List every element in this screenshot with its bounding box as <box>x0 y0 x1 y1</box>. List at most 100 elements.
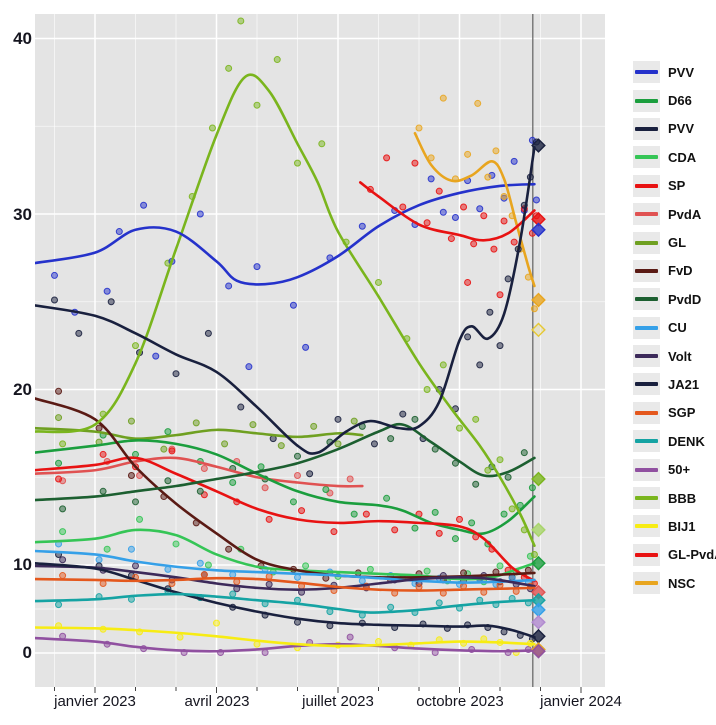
result-d66 <box>531 555 546 571</box>
legend-label: SP <box>668 178 686 194</box>
legend-item-bij1: BIJ1 <box>633 512 716 540</box>
x-tick-jan-2023: janvier 2023 <box>54 693 136 710</box>
legend-swatch <box>633 543 660 566</box>
legend-item-cu: CU <box>633 314 716 342</box>
result-bbb <box>531 471 546 487</box>
line-bij1 <box>35 626 536 648</box>
legend-label: PvdA <box>668 206 702 222</box>
legend-swatch <box>633 174 660 197</box>
result-denk <box>531 592 546 608</box>
legend-swatch <box>633 259 660 282</box>
legend-label: DENK <box>668 433 705 449</box>
x-tick-oct-2023: octobre 2023 <box>416 693 504 710</box>
result-ja21 <box>531 628 546 644</box>
legend-swatch <box>633 430 660 453</box>
legend-swatch <box>633 401 660 424</box>
chart-legend: PVV D66 PVV CDA SP PvdA GL FvD PvdD CU Volt JA21 SGP… <box>633 58 716 597</box>
legend-swatch <box>633 231 660 254</box>
line-50- <box>35 636 536 653</box>
line-pvv-navy- <box>35 146 536 455</box>
legend-label: BIJ1 <box>668 518 696 534</box>
legend-label: JA21 <box>668 376 700 392</box>
legend-swatch <box>633 89 660 112</box>
legend-label: GL-PvdA <box>668 547 716 563</box>
legend-item-ja21: JA21 <box>633 370 716 398</box>
legend-item-bbb: BBB <box>633 484 716 512</box>
line-nsc <box>413 131 536 288</box>
points-bbb <box>59 17 538 558</box>
legend-label: PVV <box>668 121 695 137</box>
legend-label: D66 <box>668 93 692 109</box>
result-nsc <box>531 292 546 308</box>
legend-swatch <box>633 146 660 169</box>
legend-item-sgp: SGP <box>633 399 716 427</box>
legend-item-gl: GL <box>633 228 716 256</box>
legend-item-nsc: NSC <box>633 569 716 597</box>
points-sp <box>55 447 538 587</box>
legend-label: SGP <box>668 405 696 421</box>
result-cu <box>531 602 546 618</box>
election-result-markers <box>531 138 546 659</box>
legend-swatch <box>633 288 660 311</box>
y-tick-10: 10 <box>13 555 32 574</box>
points-d66 <box>55 428 536 548</box>
legend-label: Volt <box>668 348 692 364</box>
line-gl <box>35 426 364 441</box>
line-volt <box>35 564 536 591</box>
legend-swatch <box>633 487 660 510</box>
legend-label: 50+ <box>668 462 691 478</box>
line-denk <box>35 592 536 614</box>
line-sp <box>35 456 536 583</box>
points-nsc <box>415 94 538 313</box>
x-axis-ticks <box>54 687 582 693</box>
legend-label: PvdD <box>668 291 702 307</box>
legend-swatch <box>633 572 660 595</box>
line-pvda <box>35 456 364 488</box>
result-50- <box>531 643 546 659</box>
x-tick-jan-2024: janvier 2024 <box>540 693 622 710</box>
legend-label: CU <box>668 320 687 336</box>
legend-item-denk: DENK <box>633 427 716 455</box>
legend-swatch <box>633 373 660 396</box>
y-tick-40: 40 <box>13 29 32 48</box>
legend-swatch <box>633 203 660 226</box>
legend-item-pvv: PVV <box>633 58 716 86</box>
legend-swatch <box>633 345 660 368</box>
gridlines <box>35 14 605 687</box>
line-gl-pvda <box>358 181 536 242</box>
y-tick-20: 20 <box>13 380 32 399</box>
legend-swatch <box>633 316 660 339</box>
legend-item-50-: 50+ <box>633 455 716 483</box>
legend-item-volt: Volt <box>633 342 716 370</box>
legend-swatch <box>633 458 660 481</box>
result-pvda <box>531 584 546 600</box>
legend-item-pvdd: PvdD <box>633 285 716 313</box>
legend-item-d66: D66 <box>633 86 716 114</box>
line-sgp <box>35 576 536 592</box>
x-tick-juil-2023: juillet 2023 <box>302 693 374 710</box>
legend-label: CDA <box>668 149 697 165</box>
line-cu <box>35 549 536 584</box>
line-bbb <box>35 73 536 547</box>
legend-label: FvD <box>668 263 693 279</box>
legend-swatch <box>633 117 660 140</box>
legend-item-pvda: PvdA <box>633 200 716 228</box>
legend-label: PVV <box>668 64 695 80</box>
legend-item-cda: CDA <box>633 143 716 171</box>
y-tick-0: 0 <box>22 643 32 662</box>
line-pvv-blue- <box>35 182 536 286</box>
result-nsc <box>531 322 546 338</box>
result-vvd <box>531 222 546 238</box>
result-volt <box>531 614 546 630</box>
legend-label: BBB <box>668 490 697 506</box>
points-gl-pvda <box>366 154 540 299</box>
result-gl-pvda <box>531 211 546 227</box>
legend-item-fvd: FvD <box>633 257 716 285</box>
legend-item-gl-pvda: GL-PvdA <box>633 541 716 569</box>
legend-label: NSC <box>668 575 696 591</box>
legend-swatch <box>633 515 660 538</box>
legend-item-pvv: PVV <box>633 115 716 143</box>
y-tick-30: 30 <box>13 205 32 224</box>
